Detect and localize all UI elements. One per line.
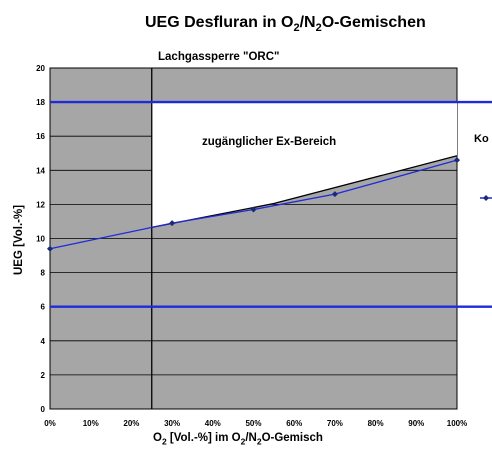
data-point: [47, 245, 53, 252]
y-tick-label: 8: [41, 269, 46, 278]
y-tick-label: 20: [36, 64, 45, 73]
y-tick-label: 4: [41, 337, 46, 346]
x-tick-label: 10%: [83, 419, 99, 428]
x-tick-label: 90%: [408, 419, 424, 428]
y-tick-label: 6: [41, 303, 46, 312]
x-tick-label: 100%: [447, 419, 467, 428]
x-tick-label: 30%: [164, 419, 180, 428]
x-tick-label: 50%: [245, 419, 261, 428]
x-axis-label: O2 [Vol.-%] im O2/N2O-Gemisch: [153, 432, 323, 447]
y-tick-label: 18: [36, 98, 45, 107]
legend-marker: [483, 195, 489, 201]
y-tick-label: 14: [36, 166, 45, 175]
x-tick-label: 0%: [44, 419, 56, 428]
y-tick-label: 0: [41, 405, 46, 414]
y-tick-label: 16: [36, 132, 45, 141]
y-tick-label: 2: [41, 371, 46, 380]
y-tick-label: 12: [36, 200, 45, 209]
y-tick-label: 10: [36, 235, 45, 244]
data-point: [169, 220, 176, 227]
chart-subtitle: Lachgassperre "ORC": [158, 51, 280, 63]
x-tick-label: 20%: [123, 419, 139, 428]
annotation-label: zugänglicher Ex-Bereich: [202, 136, 336, 148]
data-point: [250, 206, 257, 213]
x-tick-label: 70%: [327, 419, 343, 428]
data-point: [454, 157, 460, 164]
legend-fragment: Ko: [474, 133, 489, 145]
chart-title: UEG Desfluran in O2/N2O-Gemischen: [145, 14, 426, 35]
data-point: [331, 191, 338, 198]
x-tick-label: 80%: [368, 419, 384, 428]
accessible-region: [151, 102, 457, 228]
x-tick-label: 40%: [205, 419, 221, 428]
x-tick-label: 60%: [286, 419, 302, 428]
